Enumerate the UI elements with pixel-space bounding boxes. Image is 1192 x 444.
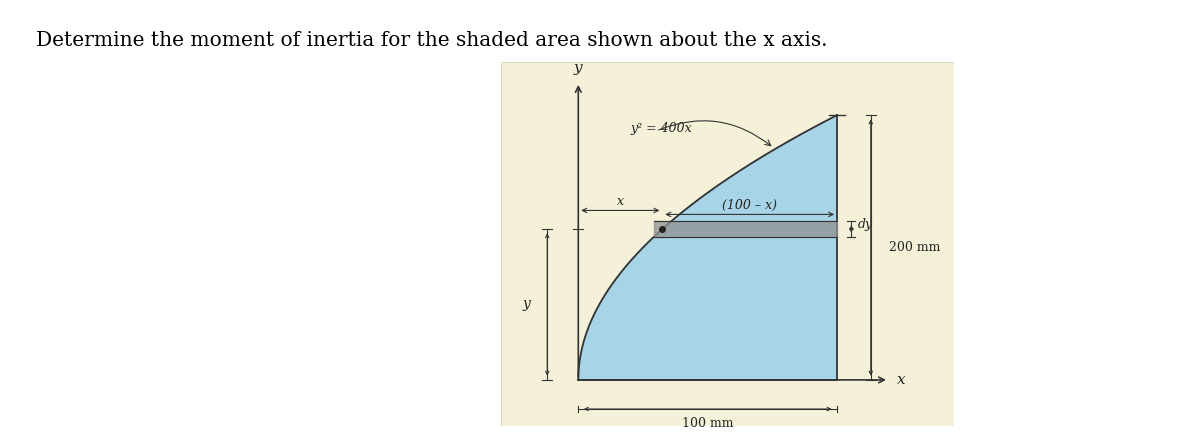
Text: 200 mm: 200 mm — [889, 241, 940, 254]
Text: x: x — [616, 195, 623, 208]
Text: y² = 400x: y² = 400x — [631, 122, 691, 135]
Text: Determine the moment of inertia for the shaded area shown about the x axis.: Determine the moment of inertia for the … — [36, 31, 827, 50]
Text: y: y — [575, 61, 583, 75]
FancyBboxPatch shape — [501, 62, 954, 426]
Text: y: y — [522, 297, 530, 311]
Text: 100 mm: 100 mm — [682, 417, 733, 430]
Polygon shape — [578, 115, 837, 380]
Text: dy: dy — [858, 218, 873, 231]
Text: (100 – x): (100 – x) — [722, 199, 777, 212]
Text: x: x — [896, 373, 905, 387]
Polygon shape — [653, 221, 837, 237]
